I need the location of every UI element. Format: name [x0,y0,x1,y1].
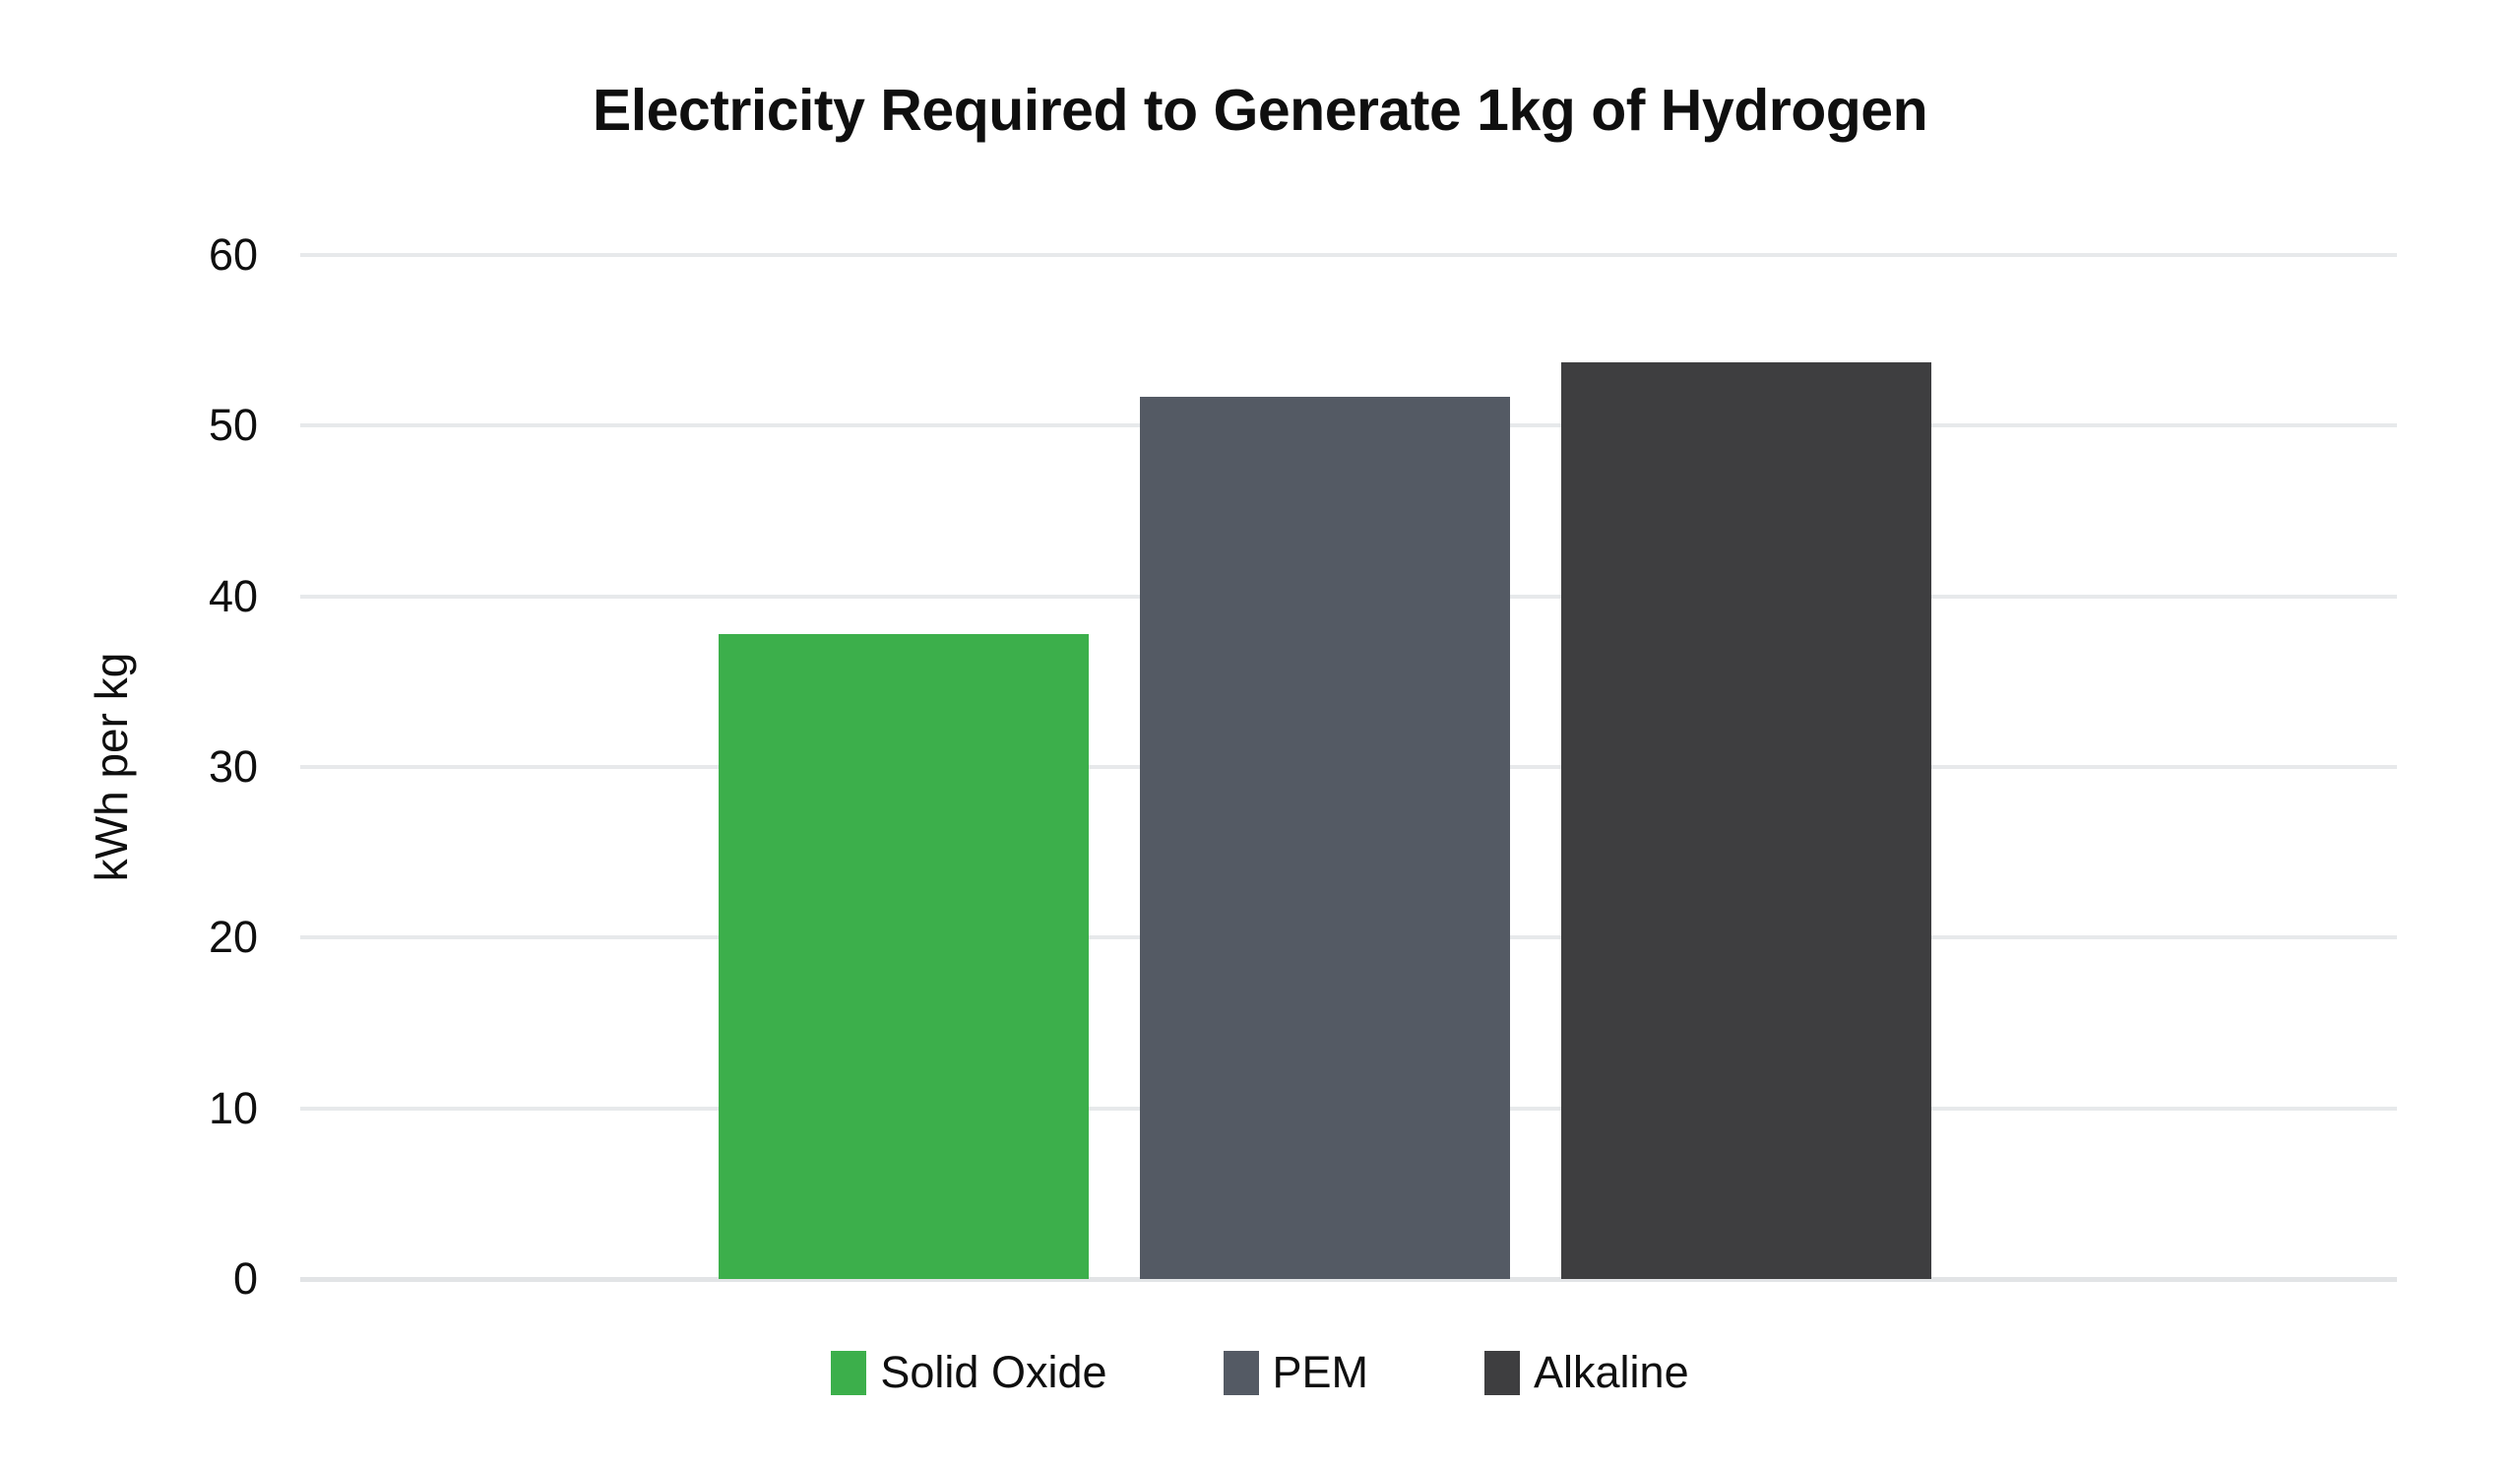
legend-item-pem: PEM [1223,1347,1369,1398]
y-tick-label-50: 50 [208,400,258,451]
legend-swatch-alkaline [1484,1350,1521,1395]
legend-label-solid-oxide: Solid Oxide [880,1347,1107,1397]
legend-swatch-pem [1223,1350,1259,1395]
gridline-y-60 [300,253,2397,257]
chart-title: Electricity Required to Generate 1kg of … [592,78,1928,143]
bar-solid-oxide [719,633,1089,1279]
x-axis-baseline [300,1277,2397,1282]
bar-pem [1140,396,1510,1279]
y-tick-label-30: 30 [208,741,258,792]
legend: Solid Oxide PEM Alkaline [0,1347,2520,1398]
legend-label-alkaline: Alkaline [1534,1347,1689,1397]
legend-item-solid-oxide: Solid Oxide [831,1347,1107,1398]
y-tick-label-10: 10 [208,1082,258,1133]
legend-item-alkaline: Alkaline [1484,1347,1689,1398]
y-tick-label-40: 40 [208,570,258,621]
legend-swatch-solid-oxide [831,1350,867,1395]
y-tick-label-0: 0 [232,1253,258,1304]
bar-alkaline [1561,362,1931,1279]
y-tick-label-60: 60 [208,229,258,280]
legend-label-pem: PEM [1272,1347,1369,1397]
y-tick-label-20: 20 [208,912,258,963]
